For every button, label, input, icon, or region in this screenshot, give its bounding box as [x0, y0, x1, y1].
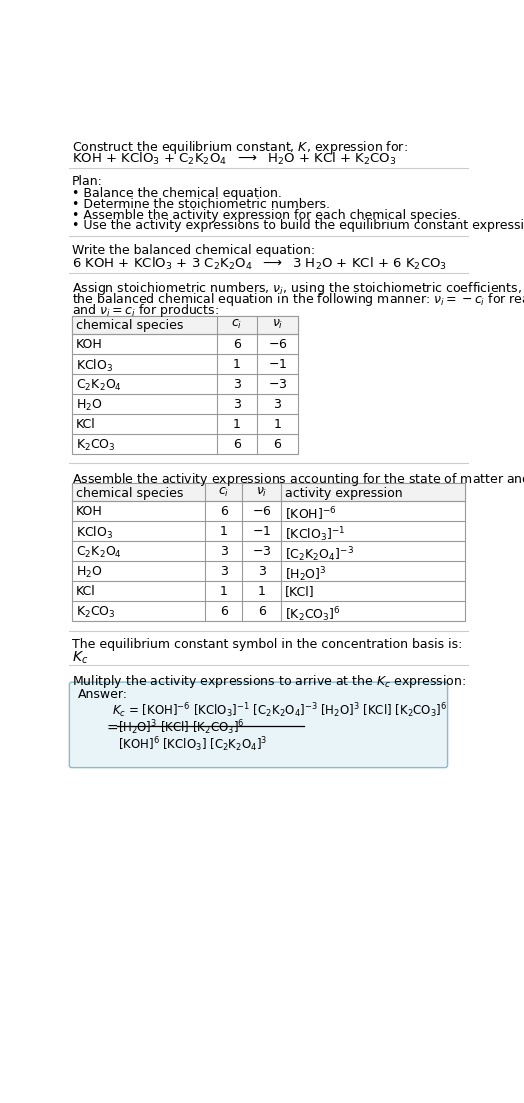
- Text: 3: 3: [233, 398, 241, 410]
- Text: [KClO$_3$]$^{-1}$: [KClO$_3$]$^{-1}$: [285, 525, 345, 544]
- Text: [H$_2$O]$^3$ [KCl] [K$_2$CO$_3$]$^6$: [H$_2$O]$^3$ [KCl] [K$_2$CO$_3$]$^6$: [118, 718, 245, 737]
- Text: KCl: KCl: [75, 418, 95, 431]
- Text: $-6$: $-6$: [268, 338, 287, 351]
- Text: 6: 6: [258, 604, 266, 618]
- Text: 3: 3: [258, 565, 266, 578]
- Text: K$_2$CO$_3$: K$_2$CO$_3$: [75, 606, 115, 620]
- Text: C$_2$K$_2$O$_4$: C$_2$K$_2$O$_4$: [75, 378, 122, 393]
- Text: KClO$_3$: KClO$_3$: [75, 358, 113, 374]
- Text: 3: 3: [220, 565, 227, 578]
- Text: Construct the equilibrium constant, $K$, expression for:: Construct the equilibrium constant, $K$,…: [72, 139, 408, 156]
- Text: 6: 6: [220, 604, 227, 618]
- Text: 3: 3: [220, 545, 227, 558]
- Text: =: =: [106, 722, 118, 736]
- Text: $\nu_i$: $\nu_i$: [272, 319, 283, 331]
- Text: The equilibrium constant symbol in the concentration basis is:: The equilibrium constant symbol in the c…: [72, 639, 462, 651]
- Text: • Balance the chemical equation.: • Balance the chemical equation.: [72, 188, 281, 200]
- Text: 1: 1: [220, 585, 227, 598]
- Text: 3: 3: [233, 377, 241, 390]
- Text: • Use the activity expressions to build the equilibrium constant expression.: • Use the activity expressions to build …: [72, 219, 524, 233]
- Text: [KCl]: [KCl]: [285, 585, 314, 598]
- Text: $K_c$ = [KOH]$^{-6}$ [KClO$_3$]$^{-1}$ [C$_2$K$_2$O$_4$]$^{-3}$ [H$_2$O]$^3$ [KC: $K_c$ = [KOH]$^{-6}$ [KClO$_3$]$^{-1}$ […: [112, 702, 447, 720]
- Bar: [72, 315, 298, 454]
- Text: 1: 1: [233, 418, 241, 430]
- Text: C$_2$K$_2$O$_4$: C$_2$K$_2$O$_4$: [75, 545, 122, 560]
- Text: $-1$: $-1$: [252, 525, 271, 538]
- FancyBboxPatch shape: [69, 682, 447, 768]
- Text: $c_i$: $c_i$: [231, 319, 243, 331]
- Text: 3: 3: [274, 398, 281, 410]
- Text: Mulitply the activity expressions to arrive at the $K_c$ expression:: Mulitply the activity expressions to arr…: [72, 673, 466, 689]
- Text: 6: 6: [233, 338, 241, 351]
- Text: $-1$: $-1$: [268, 357, 287, 371]
- Text: $-3$: $-3$: [252, 545, 271, 558]
- Text: Assemble the activity expressions accounting for the state of matter and $\nu_i$: Assemble the activity expressions accoun…: [72, 471, 524, 489]
- Text: [C$_2$K$_2$O$_4$]$^{-3}$: [C$_2$K$_2$O$_4$]$^{-3}$: [285, 545, 354, 564]
- Text: chemical species: chemical species: [75, 486, 183, 500]
- Text: the balanced chemical equation in the following manner: $\nu_i = -c_i$ for react: the balanced chemical equation in the fo…: [72, 291, 524, 308]
- Text: KOH: KOH: [75, 505, 102, 518]
- Bar: [72, 315, 298, 334]
- Text: [KOH]$^6$ [KClO$_3$] [C$_2$K$_2$O$_4$]$^3$: [KOH]$^6$ [KClO$_3$] [C$_2$K$_2$O$_4$]$^…: [118, 736, 268, 754]
- Text: $-3$: $-3$: [268, 377, 287, 390]
- Text: [H$_2$O]$^3$: [H$_2$O]$^3$: [285, 565, 326, 583]
- Bar: [72, 483, 465, 501]
- Text: 1: 1: [220, 525, 227, 538]
- Text: Assign stoichiometric numbers, $\nu_i$, using the stoichiometric coefficients, $: Assign stoichiometric numbers, $\nu_i$, …: [72, 280, 524, 297]
- Text: KOH + KClO$_3$ + C$_2$K$_2$O$_4$  $\longrightarrow$  H$_2$O + KCl + K$_2$CO$_3$: KOH + KClO$_3$ + C$_2$K$_2$O$_4$ $\longr…: [72, 151, 396, 167]
- Text: 1: 1: [258, 585, 266, 598]
- Text: Write the balanced chemical equation:: Write the balanced chemical equation:: [72, 244, 315, 257]
- Text: 1: 1: [233, 357, 241, 371]
- Text: KClO$_3$: KClO$_3$: [75, 525, 113, 542]
- Text: 6: 6: [274, 438, 281, 451]
- Text: $-6$: $-6$: [252, 505, 271, 517]
- Text: 6: 6: [233, 438, 241, 451]
- Text: Answer:: Answer:: [78, 688, 128, 702]
- Text: activity expression: activity expression: [285, 486, 402, 500]
- Text: 6 KOH + KClO$_3$ + 3 C$_2$K$_2$O$_4$  $\longrightarrow$  3 H$_2$O + KCl + 6 K$_2: 6 KOH + KClO$_3$ + 3 C$_2$K$_2$O$_4$ $\l…: [72, 256, 447, 271]
- Text: KOH: KOH: [75, 338, 102, 351]
- Text: [K$_2$CO$_3$]$^6$: [K$_2$CO$_3$]$^6$: [285, 606, 341, 624]
- Text: K$_2$CO$_3$: K$_2$CO$_3$: [75, 438, 115, 453]
- Text: chemical species: chemical species: [75, 320, 183, 332]
- Text: H$_2$O: H$_2$O: [75, 398, 102, 414]
- Text: 6: 6: [220, 505, 227, 517]
- Bar: [72, 483, 465, 621]
- Text: $c_i$: $c_i$: [218, 485, 229, 499]
- Text: $\nu_i$: $\nu_i$: [256, 485, 267, 499]
- Text: [KOH]$^{-6}$: [KOH]$^{-6}$: [285, 505, 336, 523]
- Text: • Determine the stoichiometric numbers.: • Determine the stoichiometric numbers.: [72, 197, 330, 211]
- Text: H$_2$O: H$_2$O: [75, 565, 102, 580]
- Text: KCl: KCl: [75, 585, 95, 598]
- Text: 1: 1: [274, 418, 281, 430]
- Text: • Assemble the activity expression for each chemical species.: • Assemble the activity expression for e…: [72, 208, 461, 222]
- Text: and $\nu_i = c_i$ for products:: and $\nu_i = c_i$ for products:: [72, 302, 219, 319]
- Text: Plan:: Plan:: [72, 175, 103, 189]
- Text: $K_c$: $K_c$: [72, 650, 88, 666]
